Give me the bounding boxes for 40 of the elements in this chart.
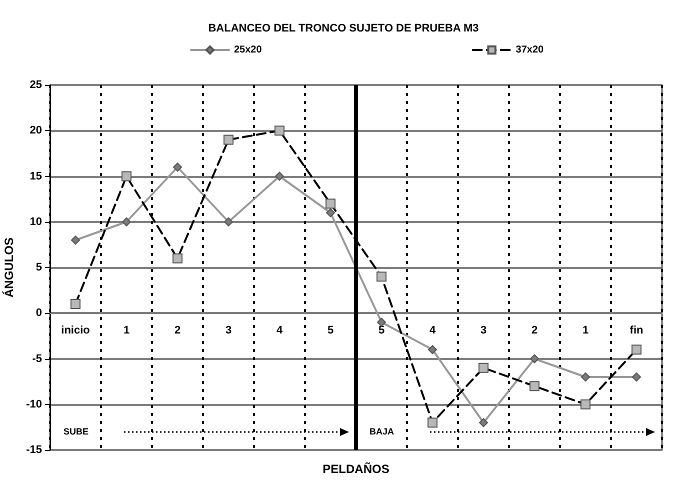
x-tick-label: 2 bbox=[174, 324, 181, 337]
annotation: BAJA bbox=[370, 426, 395, 436]
x-axis-title: PELDAÑOS bbox=[322, 462, 390, 476]
y-tick-label: 0 bbox=[36, 307, 42, 320]
y-tick-label: 20 bbox=[30, 124, 42, 137]
x-tick-label: inicio bbox=[61, 324, 90, 337]
point bbox=[326, 208, 335, 218]
x-tick-label: 1 bbox=[582, 324, 589, 337]
y-tick-label: -5 bbox=[32, 352, 42, 365]
legend-label: 25x20 bbox=[234, 44, 262, 56]
y-tick-label: 10 bbox=[30, 216, 42, 228]
x-tick-label: 4 bbox=[429, 324, 436, 337]
point bbox=[581, 372, 590, 382]
point bbox=[479, 418, 488, 428]
point bbox=[224, 217, 233, 226]
x-tick-label: 4 bbox=[276, 324, 284, 337]
point bbox=[122, 217, 131, 226]
point bbox=[71, 236, 80, 245]
point bbox=[428, 345, 437, 354]
y-tick-label: 5 bbox=[36, 262, 42, 274]
point bbox=[275, 172, 284, 181]
x-tick-label: 3 bbox=[480, 324, 487, 337]
y-tick-label: 25 bbox=[30, 79, 42, 91]
x-tick-label: 5 bbox=[378, 324, 385, 337]
x-tick-label: 5 bbox=[327, 324, 334, 337]
point bbox=[377, 318, 386, 327]
x-tick-label: fin bbox=[630, 324, 644, 337]
y-axis-title: ÁNGULOS bbox=[2, 238, 16, 298]
x-tick-label: 3 bbox=[225, 324, 232, 337]
y-tick-label: -15 bbox=[26, 444, 42, 456]
x-tick-label: 2 bbox=[531, 324, 538, 337]
legend-label: 37x20 bbox=[516, 44, 544, 56]
chart-title: BALANCEO DEL TRONCO SUJETO DE PRUEBA M3 bbox=[208, 22, 479, 34]
y-tick-label: -10 bbox=[26, 398, 42, 410]
y-tick-label: 15 bbox=[30, 170, 42, 182]
point bbox=[530, 354, 539, 364]
x-tick-label: 1 bbox=[123, 324, 130, 337]
point bbox=[632, 372, 641, 382]
point bbox=[173, 162, 182, 172]
annotation: SUBE bbox=[64, 426, 89, 436]
